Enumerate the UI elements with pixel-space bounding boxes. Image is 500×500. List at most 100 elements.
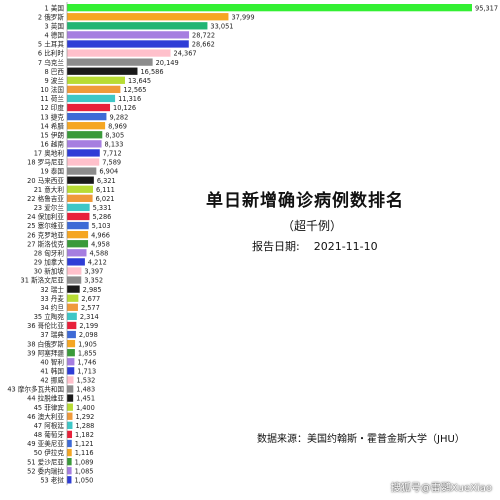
category-label: 14 希腊	[40, 121, 64, 130]
category-label: 39 阿塞拜疆	[27, 348, 64, 357]
bar	[67, 85, 121, 94]
watermark: 搜狐号@雷鹦XueXiao	[390, 483, 492, 494]
value-label: 2,985	[83, 286, 102, 294]
value-label: 1,085	[75, 467, 94, 475]
bar	[67, 67, 138, 75]
value-label: 1,855	[78, 349, 97, 357]
value-label: 1,451	[76, 395, 95, 403]
value-label: 3,352	[84, 277, 103, 285]
value-label: 8,969	[108, 122, 127, 130]
category-label: 31 斯洛文尼亚	[21, 276, 65, 285]
value-label: 33,051	[210, 22, 233, 30]
category-label: 52 委内瑞拉	[27, 466, 64, 475]
category-label: 30 新加坡	[34, 267, 65, 276]
category-label: 6 比利时	[38, 49, 64, 58]
value-label: 1,905	[78, 340, 97, 348]
value-label: 20,149	[156, 59, 179, 67]
category-label: 47 阿根廷	[34, 421, 65, 430]
report-date: 报告日期: 2021-11-10	[252, 238, 378, 254]
category-label: 35 立陶宛	[34, 312, 65, 321]
bar	[67, 103, 111, 112]
value-label: 28,722	[192, 32, 215, 40]
category-label: 29 加拿大	[34, 258, 65, 267]
value-label: 2,314	[80, 313, 99, 321]
category-label: 22 格鲁吉亚	[27, 194, 64, 203]
bar	[67, 122, 106, 130]
value-label: 3,397	[84, 268, 103, 276]
bar	[67, 339, 76, 348]
category-label: 17 奥地利	[34, 149, 65, 158]
bar	[67, 321, 77, 330]
bar	[67, 249, 87, 257]
category-label: 24 保加利亚	[27, 212, 64, 221]
value-label: 5,103	[92, 222, 111, 230]
category-label: 15 伊朗	[40, 130, 64, 139]
value-label: 1,483	[76, 386, 95, 394]
category-label: 41 韩国	[40, 367, 64, 376]
category-label: 50 伊拉克	[34, 448, 65, 457]
bar	[67, 13, 229, 21]
category-label: 11 荷兰	[40, 94, 64, 103]
category-label: 48 葡萄牙	[34, 430, 65, 439]
value-label: 7,589	[102, 159, 121, 167]
bar	[67, 112, 107, 121]
category-label: 5 土耳其	[38, 40, 64, 49]
bar	[67, 430, 73, 439]
bar	[67, 167, 97, 175]
category-label: 42 挪威	[40, 376, 64, 385]
category-label: 46 澳大利亚	[27, 412, 64, 421]
bar	[67, 285, 80, 293]
category-label: 1 美国	[45, 3, 65, 12]
value-label: 95,317	[475, 4, 498, 12]
bar	[67, 4, 472, 12]
category-label: 32 瑞士	[40, 285, 64, 294]
value-label: 1,400	[76, 404, 95, 412]
category-label: 9 波兰	[45, 76, 65, 85]
bar	[67, 212, 90, 221]
category-label: 37 瑞典	[40, 330, 64, 339]
value-label: 11,316	[118, 95, 141, 103]
value-label: 2,199	[79, 322, 98, 330]
category-label: 2 俄罗斯	[38, 12, 64, 21]
value-label: 6,904	[99, 168, 118, 176]
bar	[67, 439, 72, 448]
bar	[67, 276, 82, 284]
bar	[67, 31, 190, 39]
category-label: 45 菲律宾	[34, 403, 65, 412]
data-source: 数据来源：美国约翰斯・霍普金斯大学（JHU）	[257, 434, 465, 445]
value-label: 2,677	[81, 295, 100, 303]
category-label: 25 塞尔维亚	[27, 221, 64, 230]
bar	[67, 385, 74, 393]
bar	[67, 131, 103, 139]
bar	[67, 476, 72, 484]
bar	[67, 403, 73, 411]
value-label: 1,050	[74, 476, 93, 484]
value-label: 1,089	[75, 458, 94, 466]
value-label: 28,662	[192, 41, 215, 49]
category-label: 23 爱尔兰	[34, 203, 65, 212]
bar	[67, 140, 102, 148]
value-label: 1,288	[75, 422, 94, 430]
value-label: 1,182	[75, 431, 94, 439]
value-label: 37,999	[231, 13, 254, 21]
category-label: 4 德国	[45, 31, 65, 40]
bar	[67, 258, 85, 266]
bar	[67, 367, 75, 375]
category-label: 20 马来西亚	[27, 177, 64, 185]
value-label: 6,021	[96, 195, 115, 203]
category-label: 8 巴西	[45, 68, 65, 76]
category-label: 28 匈牙利	[34, 248, 65, 257]
value-label: 2,577	[81, 304, 100, 312]
bar	[67, 421, 73, 429]
value-label: 4,588	[89, 249, 108, 257]
category-label: 44 拉脱维亚	[27, 394, 64, 403]
value-label: 4,958	[91, 240, 110, 248]
bar	[67, 58, 153, 66]
bar	[67, 294, 79, 302]
value-label: 1,713	[77, 368, 96, 376]
value-label: 16,586	[140, 68, 163, 76]
category-label: 19 泰国	[40, 167, 64, 176]
category-label: 27 斯洛伐克	[27, 239, 64, 248]
bar	[67, 376, 74, 384]
value-label: 1,116	[75, 449, 94, 457]
